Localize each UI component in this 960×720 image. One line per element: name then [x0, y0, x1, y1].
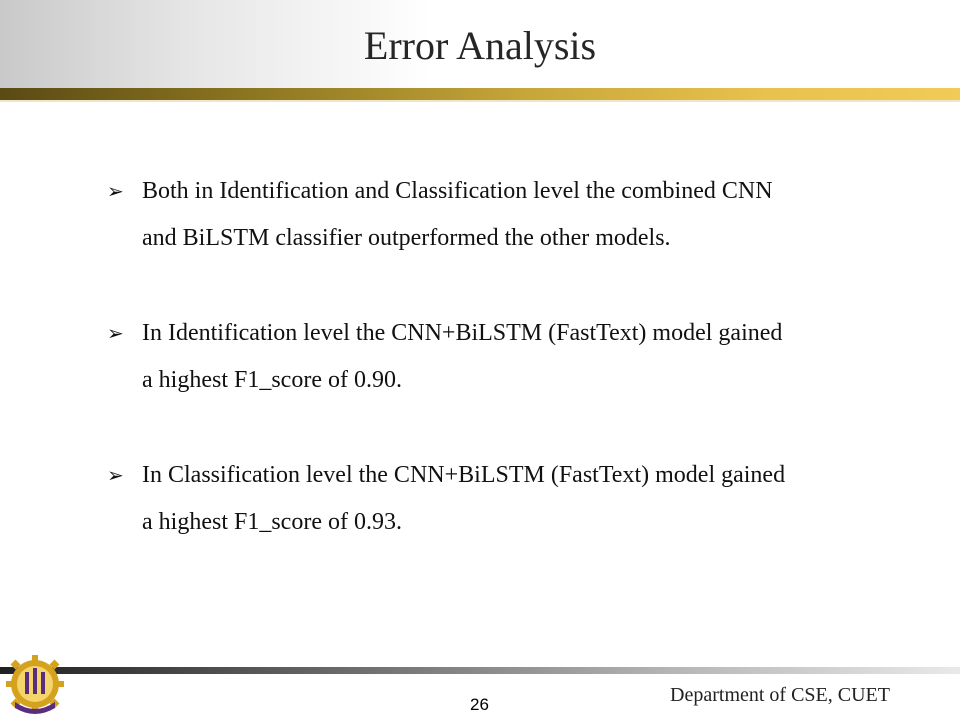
bullet-text-line: In Identification level the CNN+BiLSTM (…	[142, 320, 783, 346]
header-divider	[0, 88, 960, 100]
bullet-text-line: and BiLSTM classifier outperformed the o…	[142, 225, 671, 251]
university-crest-icon	[6, 655, 64, 714]
bullet-item: ➢ In Identification level the CNN+BiLSTM…	[107, 310, 887, 404]
bullet-text-line: a highest F1_score of 0.90.	[142, 367, 402, 393]
bullet-text-line: Both in Identification and Classificatio…	[142, 178, 773, 204]
header-divider-highlight	[0, 100, 960, 102]
arrow-bullet-icon: ➢	[107, 463, 124, 487]
arrow-bullet-icon: ➢	[107, 179, 124, 203]
bullet-text-line: a highest F1_score of 0.93.	[142, 509, 402, 535]
bullet-text-line: In Classification level the CNN+BiLSTM (…	[142, 462, 786, 488]
slide-title: Error Analysis	[363, 23, 597, 68]
bullet-item: ➢ In Classification level the CNN+BiLSTM…	[107, 452, 887, 546]
page-number: 26	[470, 695, 489, 714]
footer-department: Department of CSE, CUET	[670, 684, 890, 706]
slide-header: Error Analysis	[0, 0, 960, 88]
footer-divider	[0, 667, 960, 674]
bullet-list: ➢ Both in Identification and Classificat…	[107, 168, 887, 546]
arrow-bullet-icon: ➢	[107, 321, 124, 345]
bullet-item: ➢ Both in Identification and Classificat…	[107, 168, 887, 262]
